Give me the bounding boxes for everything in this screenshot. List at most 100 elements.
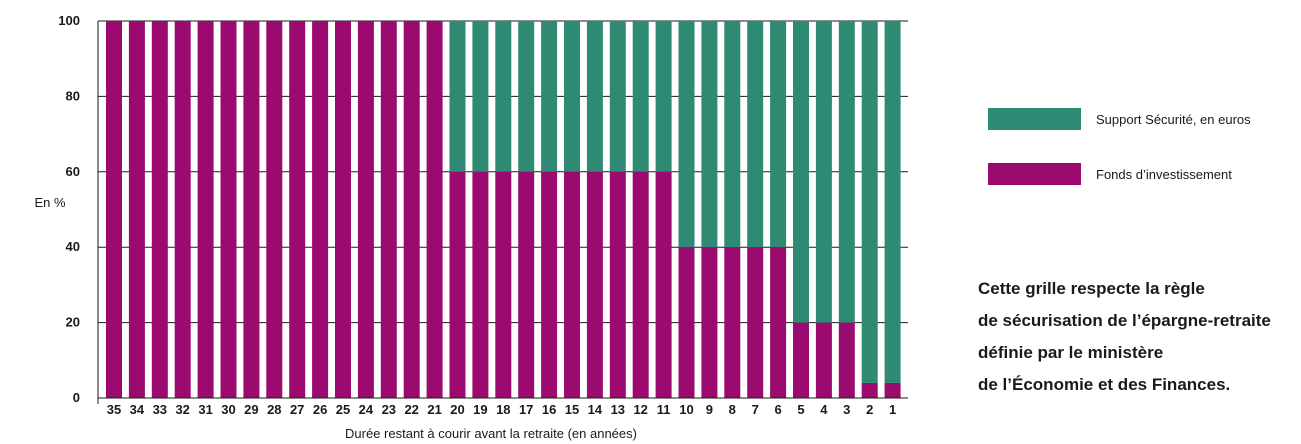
- x-tick-label: 21: [427, 402, 441, 417]
- x-tick-label: 16: [542, 402, 556, 417]
- bar-support-securite: [449, 21, 466, 172]
- bar-fonds-investissement: [518, 171, 535, 398]
- bar-fonds-investissement: [632, 171, 649, 398]
- axes: [97, 21, 908, 404]
- bar-fonds-investissement: [724, 247, 741, 398]
- x-tick-label: 20: [450, 402, 464, 417]
- note-line: de sécurisation de l’épargne-retraite: [978, 311, 1271, 330]
- bar-fonds-investissement: [289, 21, 306, 398]
- bar-fonds-investissement: [655, 171, 672, 398]
- x-tick-label: 15: [565, 402, 579, 417]
- bar-support-securite: [747, 21, 764, 248]
- bar-fonds-investissement: [541, 171, 558, 398]
- bar-fonds-investissement: [197, 21, 214, 398]
- bar-fonds-investissement: [403, 21, 420, 398]
- x-tick-label: 24: [359, 402, 374, 417]
- bar-fonds-investissement: [151, 21, 168, 398]
- bar-support-securite: [495, 21, 512, 172]
- bar-support-securite: [472, 21, 489, 172]
- bar-support-securite: [586, 21, 603, 172]
- x-tick-label: 22: [404, 402, 418, 417]
- bar-fonds-investissement: [815, 322, 832, 398]
- bar-fonds-investissement: [243, 21, 260, 398]
- bar-fonds-investissement: [884, 382, 901, 398]
- x-tick-label: 18: [496, 402, 510, 417]
- bar-fonds-investissement: [266, 21, 283, 398]
- bar-fonds-investissement: [380, 21, 397, 398]
- x-tick-label: 3: [843, 402, 850, 417]
- x-tick-label: 4: [820, 402, 828, 417]
- x-tick-label: 8: [729, 402, 736, 417]
- bar-fonds-investissement: [106, 21, 122, 398]
- y-axis-title: En %: [34, 195, 66, 210]
- x-tick-label: 29: [244, 402, 258, 417]
- x-tick-label: 11: [657, 402, 671, 417]
- bar-fonds-investissement: [472, 171, 489, 398]
- bar-support-securite: [793, 21, 809, 323]
- chart-note: Cette grille respecte la règle de sécuri…: [978, 273, 1301, 401]
- x-tick-label: 31: [198, 402, 212, 417]
- bar-support-securite: [678, 21, 695, 248]
- legend-label-fonds: Fonds d’investissement: [1096, 166, 1232, 182]
- y-tick-label: 20: [66, 315, 80, 330]
- x-axis-title: Durée restant à courir avant la retraite…: [345, 426, 637, 441]
- x-tick-label: 23: [382, 402, 396, 417]
- y-tick-label: 60: [66, 164, 80, 179]
- bars: [106, 21, 901, 398]
- x-tick-label: 27: [290, 402, 304, 417]
- y-tick-label: 0: [73, 390, 80, 405]
- bar-support-securite: [609, 21, 626, 172]
- bar-fonds-investissement: [220, 21, 237, 398]
- bar-support-securite: [815, 21, 832, 323]
- bar-support-securite: [632, 21, 649, 172]
- bar-fonds-investissement: [861, 382, 878, 398]
- x-tick-label: 25: [336, 402, 350, 417]
- x-tick-label: 6: [774, 402, 781, 417]
- y-tick-label: 80: [66, 88, 80, 103]
- bar-fonds-investissement: [426, 21, 443, 398]
- bar-support-securite: [518, 21, 535, 172]
- x-tick-label: 35: [107, 402, 121, 417]
- x-tick-label: 9: [706, 402, 713, 417]
- bar-fonds-investissement: [701, 247, 718, 398]
- y-tick-label: 40: [66, 239, 80, 254]
- x-tick-label: 1: [889, 402, 896, 417]
- bar-fonds-investissement: [449, 171, 466, 398]
- bar-fonds-investissement: [495, 171, 512, 398]
- bar-fonds-investissement: [312, 21, 329, 398]
- bar-support-securite: [701, 21, 718, 248]
- note-line: de l’Économie et des Finances.: [978, 375, 1231, 394]
- x-tick-label: 14: [588, 402, 603, 417]
- bar-fonds-investissement: [357, 21, 374, 398]
- bar-fonds-investissement: [564, 171, 580, 398]
- x-tick-labels: 35 34 33 32 31 30 29 28 27 26 25 24 23 22 21 20 19 18 17 16…: [107, 402, 896, 417]
- x-tick-label: 28: [267, 402, 281, 417]
- x-tick-label: 13: [611, 402, 625, 417]
- bar-support-securite: [541, 21, 558, 172]
- legend-swatch-fonds: [988, 163, 1081, 185]
- x-tick-label: 17: [519, 402, 533, 417]
- legend-item-fonds: Fonds d’investissement: [988, 163, 1301, 185]
- x-tick-label: 26: [313, 402, 327, 417]
- x-tick-label: 12: [633, 402, 647, 417]
- bar-fonds-investissement: [678, 247, 695, 398]
- x-tick-label: 2: [866, 402, 873, 417]
- bar-fonds-investissement: [335, 21, 351, 398]
- bar-support-securite: [724, 21, 741, 248]
- bar-support-securite: [838, 21, 855, 323]
- bar-fonds-investissement: [793, 322, 809, 398]
- x-tick-label: 5: [797, 402, 804, 417]
- x-tick-label: 7: [752, 402, 759, 417]
- legend: Support Sécurité, en euros Fonds d’inves…: [988, 108, 1301, 218]
- x-tick-label: 10: [679, 402, 693, 417]
- x-tick-label: 32: [175, 402, 189, 417]
- x-tick-label: 34: [130, 402, 145, 417]
- legend-item-securite: Support Sécurité, en euros: [988, 108, 1301, 130]
- legend-swatch-securite: [988, 108, 1081, 130]
- bar-support-securite: [861, 21, 878, 383]
- bar-fonds-investissement: [838, 322, 855, 398]
- x-tick-label: 30: [221, 402, 235, 417]
- y-tick-label: 100: [58, 13, 80, 28]
- note-line: Cette grille respecte la règle: [978, 279, 1205, 298]
